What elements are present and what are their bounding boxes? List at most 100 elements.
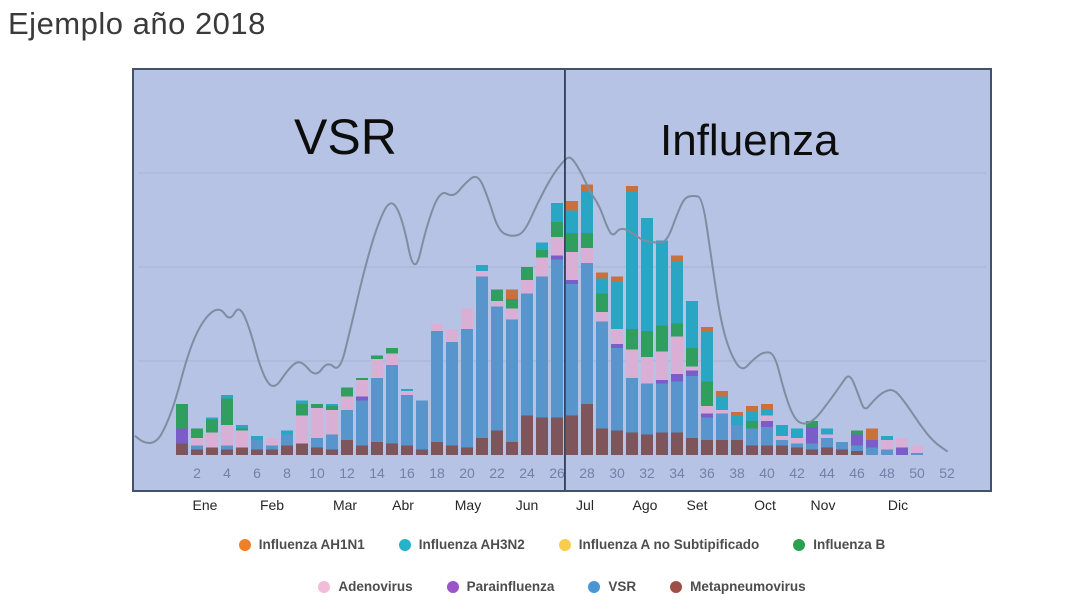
bar-segment	[506, 298, 518, 309]
month-axis: Ene Feb Mar Abr May Jun Jul Ago Set Oct Nov Dic	[0, 497, 1080, 521]
month-label: May	[454, 497, 482, 513]
legend-dot-icon	[446, 580, 459, 593]
legend-dot-icon	[793, 538, 806, 551]
bar-segment	[341, 439, 353, 455]
bar-segment	[296, 404, 308, 416]
bar-segment	[521, 280, 533, 294]
bar-segment	[191, 449, 203, 455]
bar-segment	[611, 430, 623, 455]
bar-segment	[776, 439, 788, 446]
bar-segment	[551, 259, 563, 418]
week-tick-label: 4	[223, 465, 231, 481]
bar-segment	[611, 276, 623, 283]
bar-segment	[176, 443, 188, 455]
legend-item: Influenza AH3N2	[398, 537, 525, 552]
legend-item-label: Influenza A no Subtipificado	[578, 537, 760, 552]
bar-segment	[521, 293, 533, 416]
bar-segment	[386, 347, 398, 354]
week-tick-label: 34	[669, 465, 685, 481]
month-label: Abr	[392, 497, 414, 513]
week-tick-label: 46	[849, 465, 865, 481]
bar-segment	[401, 389, 413, 392]
month-label: Feb	[259, 497, 285, 513]
week-tick-label: 38	[729, 465, 745, 481]
bar-segment	[326, 406, 338, 410]
bar-segment	[821, 438, 833, 448]
bar-segment	[686, 300, 698, 348]
bar-segment	[536, 250, 548, 258]
bar-segment	[191, 438, 203, 446]
bar-segment	[446, 342, 458, 446]
bar-segment	[686, 438, 698, 455]
bar-segment	[266, 438, 278, 446]
bar-segment	[221, 398, 233, 425]
bar-segment	[581, 404, 593, 455]
legend-item: Adenovirus	[318, 579, 413, 594]
bar-segment	[431, 323, 443, 331]
bar-segment	[881, 436, 893, 440]
bar-segment	[896, 438, 908, 448]
legend-dot-icon	[318, 580, 331, 593]
bar-segment	[566, 251, 578, 281]
bar-segment	[341, 396, 353, 410]
bar-segment	[206, 432, 218, 448]
bar-segment	[791, 447, 803, 455]
bar-segment	[686, 376, 698, 439]
bar-segment	[416, 449, 428, 455]
bar-segment	[266, 449, 278, 455]
week-tick-label: 36	[699, 465, 715, 481]
bar-segment	[296, 415, 308, 444]
bar-segment	[701, 327, 713, 331]
month-label: Mar	[332, 497, 358, 513]
bar-segment	[836, 441, 848, 450]
bar-segment	[371, 355, 383, 360]
week-tick-label: 6	[253, 465, 261, 481]
bar-segment	[791, 443, 803, 448]
bar-segment	[731, 424, 743, 440]
bar-segment	[686, 370, 698, 377]
bar-segment	[461, 329, 473, 448]
bar-segment	[656, 240, 668, 326]
bar-segment	[326, 404, 338, 407]
week-tick-label: 2	[193, 465, 201, 481]
bar-segment	[806, 426, 818, 444]
bar-segment	[581, 191, 593, 234]
bar-segment	[836, 449, 848, 455]
bar-segment	[716, 409, 728, 414]
legend-item-label: Metapneumovirus	[690, 579, 806, 594]
bar-segment	[866, 447, 878, 455]
legend-row-2: Adenovirus Parainfluenza VSR Metapneumoviru…	[132, 579, 992, 594]
bar-segment	[746, 428, 758, 446]
bar-segment	[596, 321, 608, 429]
week-tick-label: 8	[283, 465, 291, 481]
month-label: Jun	[515, 497, 539, 513]
bar-segment	[326, 434, 338, 450]
bar-segment	[491, 430, 503, 455]
month-label: Ene	[192, 497, 218, 513]
week-tick-label: 44	[819, 465, 835, 481]
legend-item-label: Adenovirus	[338, 579, 413, 594]
bar-segment	[476, 438, 488, 455]
stacked-bar-chart: 2 4 6 8 10 12 14 16 18 20 22 24 26 28 30 32 34 36 38 40 42 44…	[134, 70, 986, 490]
bar-segment	[731, 439, 743, 455]
legend-dot-icon	[558, 538, 571, 551]
bar-segment	[671, 323, 683, 337]
bar-segment	[236, 430, 248, 448]
bar-segment	[656, 432, 668, 455]
legend-dot-icon	[238, 538, 251, 551]
bar-segment	[716, 391, 728, 397]
bar-segment	[566, 201, 578, 211]
bar-segment	[716, 396, 728, 410]
bar-segment	[311, 438, 323, 448]
bar-segment	[596, 272, 608, 279]
month-label: Ago	[632, 497, 658, 513]
bar-segment	[476, 276, 488, 439]
bar-segment	[536, 276, 548, 418]
bar-segment	[401, 394, 413, 446]
bar-segment	[506, 308, 518, 320]
legend-item: VSR	[588, 579, 636, 594]
bar-segment	[236, 447, 248, 455]
bar-segment	[731, 415, 743, 425]
bar-segment	[761, 409, 773, 416]
bar-segment	[326, 409, 338, 435]
